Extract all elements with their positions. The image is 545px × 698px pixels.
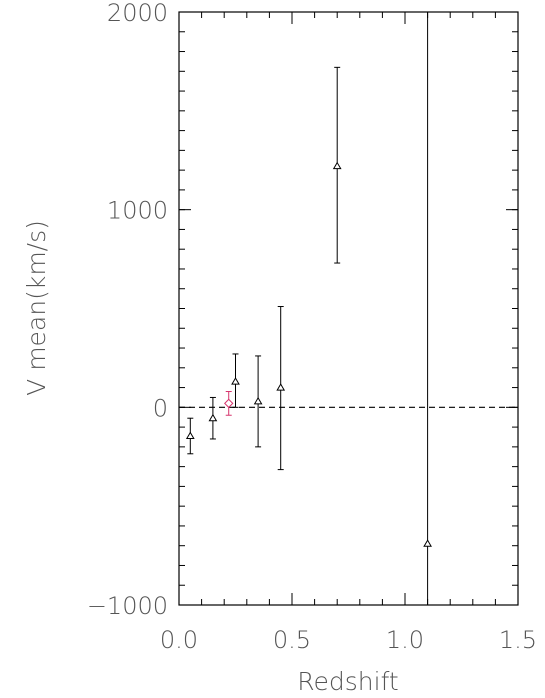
y-tick-label: 2000 [107, 0, 168, 27]
x-axis-label: Redshift [297, 667, 398, 696]
triangle-marker [423, 539, 432, 547]
major-ticks [178, 11, 519, 606]
y-tick-label: 1000 [107, 197, 168, 225]
data-markers [185, 161, 432, 547]
triangle-marker [276, 383, 286, 391]
triangle-marker [253, 396, 263, 405]
minor-ticks [178, 11, 519, 606]
x-tick-label: 1.5 [499, 626, 537, 654]
error-bars [187, 11, 431, 606]
y-tick-label: 0 [153, 394, 168, 422]
triangle-marker [231, 377, 240, 385]
triangle-marker [332, 161, 342, 170]
triangle-marker [208, 413, 218, 422]
plot-frame [178, 11, 519, 606]
diamond-marker [224, 398, 234, 409]
x-tick-label: 0.0 [160, 626, 198, 654]
x-tick-label: 1.0 [386, 626, 424, 654]
y-axis-label: V mean(km/s) [22, 220, 51, 396]
triangle-marker [185, 431, 195, 439]
tick-labels: 0.0 0.5 1.0 1.5 −1000 0 1000 2000 [87, 0, 537, 654]
y-tick-label: −1000 [87, 592, 168, 620]
x-tick-label: 0.5 [273, 626, 311, 654]
